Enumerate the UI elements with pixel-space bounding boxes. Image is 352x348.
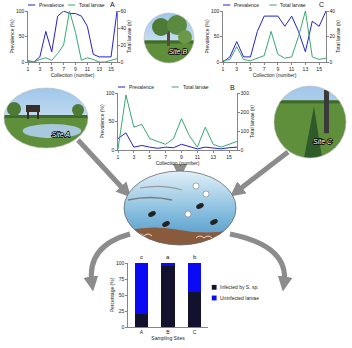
svg-text:Total larvae (n): Total larvae (n) xyxy=(249,105,255,138)
svg-text:Prevalence: Prevalence xyxy=(129,84,154,90)
svg-text:Collection (number): Collection (number) xyxy=(51,72,95,78)
svg-text:20: 20 xyxy=(330,33,336,39)
svg-text:13: 13 xyxy=(210,154,216,160)
svg-text:Site B: Site B xyxy=(168,48,187,55)
svg-text:100: 100 xyxy=(106,90,115,96)
svg-text:C: C xyxy=(193,329,197,335)
svg-text:B: B xyxy=(230,84,235,91)
svg-text:1: 1 xyxy=(27,66,30,72)
svg-text:3: 3 xyxy=(235,66,238,72)
svg-text:0: 0 xyxy=(241,147,244,153)
svg-text:b: b xyxy=(193,254,197,260)
svg-text:15: 15 xyxy=(316,66,322,72)
svg-text:c: c xyxy=(140,254,143,260)
svg-text:50: 50 xyxy=(119,292,125,298)
svg-text:200: 200 xyxy=(241,109,250,115)
svg-text:5: 5 xyxy=(148,154,151,160)
svg-text:Uninfected larvae: Uninfected larvae xyxy=(220,295,259,301)
svg-text:Percentage (%): Percentage (%) xyxy=(109,277,115,312)
svg-text:0: 0 xyxy=(217,59,220,65)
svg-text:Prevalence (%): Prevalence (%) xyxy=(99,104,105,139)
svg-text:Collection (number): Collection (number) xyxy=(253,72,297,78)
svg-text:100: 100 xyxy=(116,260,125,266)
svg-text:B: B xyxy=(166,329,170,335)
svg-text:a: a xyxy=(166,254,170,260)
svg-text:13: 13 xyxy=(303,66,309,72)
svg-text:300: 300 xyxy=(241,90,250,96)
svg-text:Total larvae (n): Total larvae (n) xyxy=(126,20,132,53)
svg-text:9: 9 xyxy=(74,66,77,72)
svg-text:Prevalence: Prevalence xyxy=(39,2,64,8)
svg-text:1: 1 xyxy=(117,154,120,160)
svg-text:5: 5 xyxy=(249,66,252,72)
svg-text:Total larvae: Total larvae xyxy=(79,2,105,8)
svg-text:3: 3 xyxy=(132,154,135,160)
svg-text:15: 15 xyxy=(108,66,114,72)
svg-text:A: A xyxy=(110,1,115,8)
svg-text:15: 15 xyxy=(226,154,232,160)
svg-text:0: 0 xyxy=(121,59,124,65)
svg-text:50: 50 xyxy=(109,118,115,124)
svg-text:7: 7 xyxy=(62,66,65,72)
svg-text:Sampling Sites: Sampling Sites xyxy=(151,335,185,341)
svg-text:11: 11 xyxy=(289,66,294,72)
svg-text:11: 11 xyxy=(195,154,200,160)
svg-text:5: 5 xyxy=(50,66,53,72)
svg-text:Infected by S. sp.: Infected by S. sp. xyxy=(220,284,259,290)
svg-text:50: 50 xyxy=(214,33,220,39)
svg-text:9: 9 xyxy=(180,154,183,160)
svg-text:100: 100 xyxy=(16,8,25,14)
svg-text:11: 11 xyxy=(85,66,90,72)
svg-text:100: 100 xyxy=(211,8,220,14)
svg-text:Site C: Site C xyxy=(313,138,333,145)
svg-text:Prevalence: Prevalence xyxy=(234,2,259,8)
svg-text:1: 1 xyxy=(222,66,225,72)
svg-text:A: A xyxy=(140,329,144,335)
svg-text:Total larvae: Total larvae xyxy=(280,2,306,8)
svg-text:0: 0 xyxy=(122,324,125,330)
svg-text:50: 50 xyxy=(19,33,25,39)
svg-text:25: 25 xyxy=(119,308,125,314)
svg-text:Prevalence (%): Prevalence (%) xyxy=(9,19,15,54)
svg-text:40: 40 xyxy=(330,8,336,14)
svg-text:9: 9 xyxy=(277,66,280,72)
svg-text:13: 13 xyxy=(96,66,102,72)
svg-text:20: 20 xyxy=(121,42,127,48)
svg-text:Site A: Site A xyxy=(51,131,70,138)
svg-text:Total larvae: Total larvae xyxy=(183,84,209,90)
svg-text:7: 7 xyxy=(263,66,266,72)
svg-text:40: 40 xyxy=(121,25,127,31)
svg-text:100: 100 xyxy=(241,128,250,134)
svg-text:Total larvae (n): Total larvae (n) xyxy=(335,20,341,53)
svg-text:C: C xyxy=(319,1,324,8)
svg-text:3: 3 xyxy=(38,66,41,72)
svg-text:Collection (number): Collection (number) xyxy=(156,160,200,166)
svg-text:0: 0 xyxy=(22,59,25,65)
svg-text:0: 0 xyxy=(112,147,115,153)
svg-text:60: 60 xyxy=(121,8,127,14)
svg-text:7: 7 xyxy=(164,154,167,160)
svg-text:75: 75 xyxy=(119,276,125,282)
svg-text:Prevalence (%): Prevalence (%) xyxy=(204,19,210,54)
svg-text:0: 0 xyxy=(330,59,333,65)
